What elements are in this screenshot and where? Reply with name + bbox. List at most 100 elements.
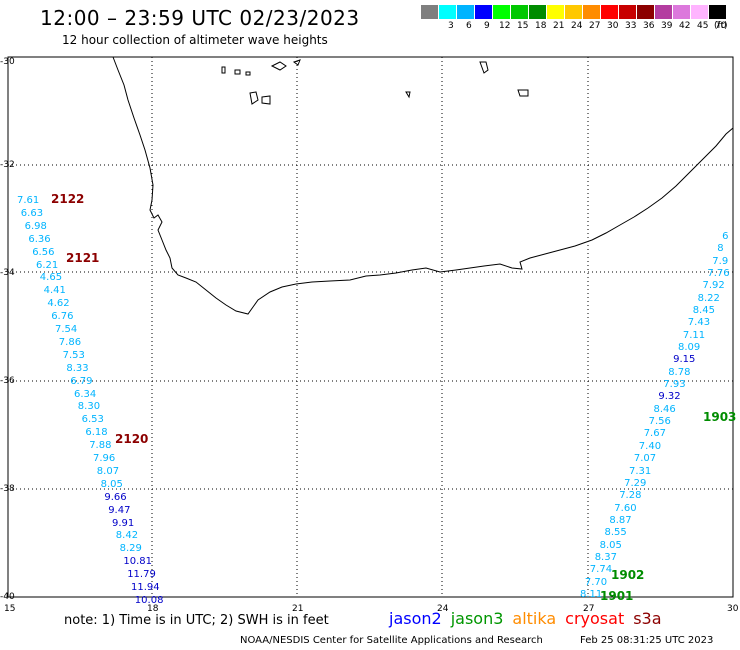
- wave-height-value: 9.32: [658, 391, 681, 403]
- wave-height-value: 8: [717, 243, 724, 255]
- colorbar-label: 70: [715, 21, 727, 31]
- islands: [221, 59, 529, 105]
- wave-height-value: 8.42: [115, 530, 139, 542]
- wave-height-value: 10.08: [134, 594, 164, 606]
- colorbar-swatch: [619, 5, 637, 19]
- colorbar-swatch: [691, 5, 709, 19]
- wave-height-value: 9.15: [673, 354, 696, 366]
- latitude-label: -34: [0, 268, 15, 278]
- wave-height-value: 6.63: [20, 207, 44, 219]
- colorbar-label: 12: [499, 21, 511, 31]
- wave-height-value: 7.88: [89, 440, 112, 452]
- wave-height-value: 7.9: [712, 255, 729, 267]
- satellite-name: altika: [512, 609, 557, 628]
- wave-height-value: 9.66: [104, 491, 127, 503]
- wave-height-value: 7.29: [624, 477, 647, 489]
- colorbar-label: 21: [553, 21, 565, 31]
- wave-height-value: 11.79: [127, 569, 156, 581]
- wave-height-value: 4.62: [47, 298, 70, 310]
- wave-height-value: 6.34: [74, 388, 97, 400]
- generated-time: Feb 25 08:31:25 UTC 2023: [580, 635, 714, 646]
- longitude-label: 24: [437, 604, 449, 614]
- wave-height-value: 4.41: [43, 285, 66, 297]
- wave-height-value: 8.07: [96, 465, 120, 477]
- wave-height-value: 7.40: [638, 440, 662, 452]
- colorbar-swatch: [709, 5, 727, 19]
- pass-time-label: 2121: [66, 251, 100, 265]
- colorbar-label: 6: [466, 21, 472, 31]
- colorbar-label: 27: [589, 21, 601, 31]
- satellite-legend: jason2 jason3 altika cryosat s3a: [389, 609, 671, 628]
- pass-time-label: 2120: [115, 432, 149, 446]
- colorbar-swatch: [673, 5, 691, 19]
- satellite-name: s3a: [633, 609, 662, 628]
- colorbar-swatch: [655, 5, 673, 19]
- colorbar-label: 36: [643, 21, 655, 31]
- wave-height-value: 8.30: [77, 401, 101, 413]
- coastline: [112, 56, 734, 315]
- wave-height-value: 7.74: [589, 564, 613, 576]
- wave-height-value: 8.05: [599, 539, 622, 551]
- wave-height-value: 7.61: [17, 195, 40, 206]
- wave-height-value: 11.94: [131, 582, 160, 593]
- wave-height-value: 8.87: [609, 514, 632, 526]
- colorbar-label: 18: [535, 21, 547, 31]
- wave-height-value: 7.60: [614, 502, 637, 514]
- colorbar-swatch: [457, 5, 475, 19]
- wave-height-value: 8.33: [66, 362, 89, 374]
- colorbar: [421, 5, 727, 19]
- wave-height-value: 4.65: [39, 272, 63, 284]
- wave-height-value: 6.98: [24, 220, 47, 232]
- wave-height-value: 7.43: [687, 317, 711, 329]
- credit-text: NOAA/NESDIS Center for Satellite Applica…: [240, 635, 543, 646]
- colorbar-label: 45: [697, 21, 709, 31]
- colorbar-label: 9: [484, 21, 490, 31]
- longitude-label: 18: [147, 604, 159, 614]
- wave-height-value: 7.92: [702, 280, 725, 292]
- longitude-label: 21: [292, 604, 304, 614]
- satellite-name: jason3: [450, 609, 504, 628]
- colorbar-swatch: [529, 5, 547, 19]
- colorbar-label: 24: [571, 21, 583, 31]
- colorbar-label: 42: [679, 21, 691, 31]
- colorbar-label: 39: [661, 21, 673, 31]
- map-frame: [7, 56, 734, 598]
- longitude-label: 15: [4, 604, 16, 614]
- colorbar-swatch: [637, 5, 655, 19]
- colorbar-swatch: [421, 5, 439, 19]
- latitude-label: -40: [0, 592, 15, 602]
- wave-height-value: 8.05: [100, 478, 123, 490]
- wave-height-value: 6: [722, 230, 729, 242]
- colorbar-unit: (ft): [714, 21, 728, 31]
- wave-height-value: 7.31: [629, 465, 652, 477]
- latitude-label: -36: [0, 376, 15, 386]
- wave-height-value: 8.09: [678, 342, 701, 353]
- colorbar-label: 3: [448, 21, 454, 31]
- colorbar-swatch: [475, 5, 493, 19]
- colorbar-label: 30: [607, 21, 619, 31]
- wave-height-value: 6.53: [81, 414, 104, 426]
- wave-height-value: 6.56: [32, 246, 55, 258]
- wave-height-value: 8.22: [697, 292, 720, 304]
- wave-height-value: 7.93: [663, 379, 686, 391]
- colorbar-swatch: [493, 5, 511, 19]
- satellite-name: cryosat: [565, 609, 625, 628]
- wave-height-value: 6.18: [85, 427, 108, 439]
- colorbar-swatch: [565, 5, 583, 19]
- pass-time-label: 1902: [611, 568, 645, 582]
- longitude-label: 30: [727, 604, 739, 614]
- pass-time-label: 1901: [600, 589, 634, 603]
- wave-height-value: 7.28: [619, 490, 642, 502]
- wave-height-value: 7.56: [648, 416, 671, 428]
- map-title: 12:00 – 23:59 UTC 02/23/2023: [40, 6, 360, 30]
- colorbar-swatch: [583, 5, 601, 19]
- latitude-label: -30: [0, 57, 15, 67]
- wave-height-value: 6.21: [36, 259, 59, 271]
- graticule: [8, 57, 733, 597]
- satellite-name: jason2: [389, 609, 442, 628]
- colorbar-label: 15: [517, 21, 529, 31]
- latitude-label: -32: [0, 160, 15, 170]
- colorbar-swatch: [511, 5, 529, 19]
- pass-time-label: 1903: [703, 410, 737, 424]
